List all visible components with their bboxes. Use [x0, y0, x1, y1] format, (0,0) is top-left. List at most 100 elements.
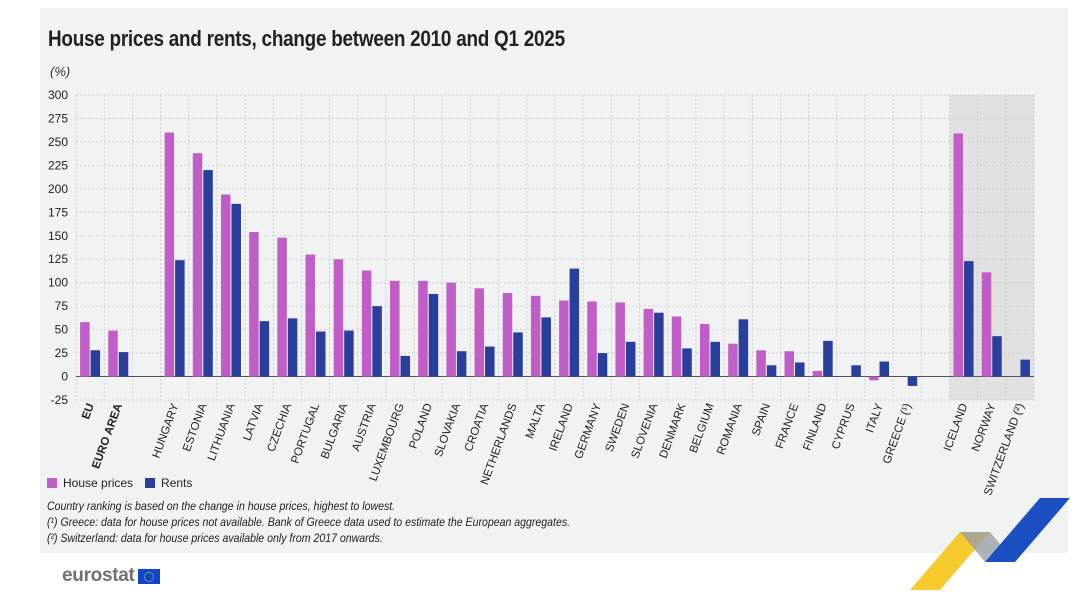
- decorative-chevron-icon: [910, 498, 1070, 590]
- house-price-bar-denmark: [671, 316, 682, 377]
- rent-bar-norway: [992, 336, 1002, 377]
- rent-bar-slovenia: [654, 312, 664, 377]
- x-tick-label-latvia: LATVIA: [241, 402, 266, 443]
- rent-bar-luxembourg: [400, 355, 411, 377]
- rent-bar-sweden: [625, 341, 636, 377]
- x-tick-label-croatia: CROATIA: [463, 402, 492, 454]
- rent-bar-eu: [90, 350, 101, 377]
- legend-label-house-prices: House prices: [63, 476, 134, 490]
- house-price-bar-malta: [530, 295, 541, 377]
- rent-bar-germany: [597, 353, 608, 377]
- y-tick-label: 175: [48, 205, 68, 219]
- x-tick-label-poland: POLAND: [408, 402, 435, 451]
- house-price-bar-estonia: [192, 153, 203, 377]
- rent-bar-finland: [823, 340, 833, 377]
- rent-bar-slovakia: [456, 351, 467, 377]
- x-tick-label-france: FRANCE: [774, 402, 802, 451]
- house-price-bar-czechia: [277, 237, 287, 377]
- y-tick-label: 50: [55, 323, 69, 337]
- house-price-bar-spain: [756, 350, 766, 377]
- house-price-bar-belgium: [699, 323, 710, 377]
- house-price-bar-portugal: [305, 254, 315, 377]
- x-tick-label-italy: ITALY: [864, 402, 886, 435]
- x-tick-label-czechia: CZECHIA: [266, 402, 295, 454]
- x-tick-label-sweden: SWEDEN: [604, 402, 633, 454]
- x-tick-label-slovenia: SLOVENIA: [629, 402, 660, 460]
- x-tick-label-euro-area: EURO AREA: [90, 402, 125, 471]
- rent-bar-malta: [541, 317, 551, 377]
- y-tick-label: 225: [48, 158, 68, 172]
- house-price-bar-lithuania: [220, 194, 231, 377]
- house-price-bar-latvia: [249, 232, 259, 377]
- rent-bar-hungary: [175, 260, 185, 377]
- legend-label-rents: Rents: [161, 476, 193, 490]
- house-price-bar-euro-area: [108, 330, 118, 377]
- rent-bar-portugal: [316, 331, 326, 377]
- x-tick-label-eu: EU: [80, 402, 97, 421]
- y-tick-label: 275: [48, 111, 68, 125]
- x-tick-label-iceland: ICELAND: [942, 402, 970, 453]
- house-price-bar-poland: [418, 280, 428, 377]
- eu-flag-icon: [137, 568, 160, 584]
- x-tick-label-ireland: IRELAND: [548, 402, 576, 453]
- house-prices-swatch: [47, 478, 57, 488]
- x-tick-label-greece: GREECE (¹): [881, 402, 914, 466]
- x-tick-label-denmark: DENMARK: [658, 402, 689, 460]
- house-price-bar-austria: [361, 270, 372, 377]
- rent-bar-iceland: [964, 261, 974, 377]
- y-tick-label: 25: [55, 346, 69, 360]
- note-ranking: Country ranking is based on the change i…: [47, 499, 396, 513]
- house-price-bar-bulgaria: [333, 259, 344, 377]
- rent-bar-greece: [907, 376, 918, 386]
- rent-bar-ireland: [569, 268, 580, 377]
- footnotes: Country ranking is based on the change i…: [47, 498, 570, 546]
- legend-item-rents: Rents: [145, 476, 192, 490]
- rent-bar-croatia: [485, 346, 495, 377]
- house-price-bar-germany: [587, 301, 597, 377]
- x-tick-label-malta: MALTA: [524, 402, 548, 441]
- house-price-bar-norway: [981, 272, 992, 377]
- house-price-bar-iceland: [953, 133, 964, 377]
- y-tick-label: 250: [48, 135, 68, 149]
- x-tick-label-austria: AUSTRIA: [350, 402, 378, 453]
- y-tick-label: -25: [51, 393, 69, 407]
- rent-bar-switzerland: [1020, 359, 1030, 377]
- x-tick-label-cyprus: CYPRUS: [830, 402, 858, 451]
- house-price-bar-slovakia: [446, 282, 456, 377]
- rent-bar-netherlands: [513, 332, 523, 377]
- house-price-bar-hungary: [164, 132, 175, 377]
- rent-bar-estonia: [203, 170, 213, 377]
- x-tick-label-portugal: PORTUGAL: [289, 401, 322, 465]
- x-tick-label-slovakia: SLOVAKIA: [433, 402, 464, 459]
- x-tick-label-romania: ROMANIA: [715, 402, 745, 457]
- y-tick-label: 150: [48, 229, 68, 243]
- house-price-bar-romania: [728, 343, 738, 377]
- house-price-bar-italy: [869, 376, 879, 381]
- rent-bar-france: [795, 362, 805, 377]
- x-tick-label-bulgaria: BULGARIA: [319, 402, 350, 461]
- y-tick-label: 75: [55, 299, 69, 313]
- house-price-bar-slovenia: [643, 308, 654, 377]
- logo-text: eurostat: [62, 565, 135, 586]
- note-greece: (¹) Greece: data for house prices not av…: [47, 515, 571, 529]
- x-tick-label-finland: FINLAND: [801, 402, 829, 452]
- rent-bar-euro-area: [118, 352, 129, 377]
- y-tick-label: 200: [48, 182, 68, 196]
- x-tick-label-hungary: HUNGARY: [151, 402, 182, 460]
- x-tick-label-spain: SPAIN: [750, 402, 773, 438]
- rent-bar-bulgaria: [344, 330, 354, 377]
- house-price-bar-eu: [80, 322, 90, 377]
- rents-swatch: [145, 478, 156, 488]
- rent-bar-denmark: [682, 348, 692, 377]
- legend: House prices Rents: [47, 476, 192, 490]
- rent-bar-czechia: [287, 318, 298, 377]
- rent-bar-poland: [428, 293, 439, 377]
- rent-bar-latvia: [259, 321, 270, 377]
- x-tick-label-estonia: ESTONIA: [181, 402, 210, 454]
- house-price-bar-france: [784, 351, 794, 377]
- rent-bar-romania: [738, 319, 749, 377]
- rent-bar-spain: [766, 365, 777, 377]
- x-tick-label-lithuania: LITHUANIA: [206, 402, 238, 463]
- house-price-bar-finland: [812, 370, 823, 377]
